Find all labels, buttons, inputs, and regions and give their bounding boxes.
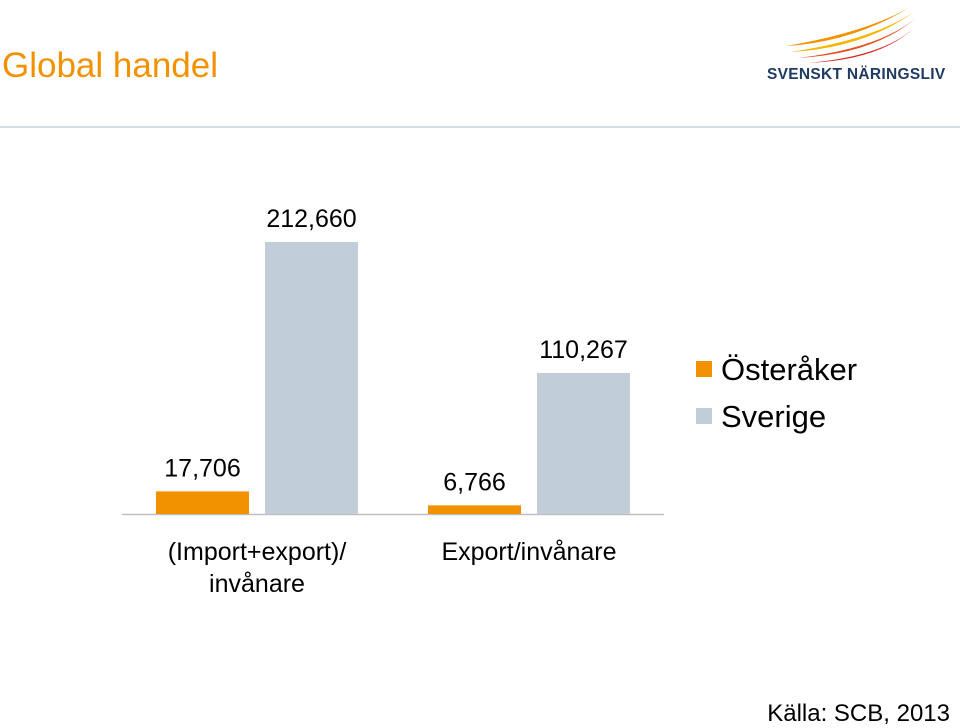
data-label-osteraker-1: 6,766 bbox=[443, 468, 506, 496]
header-divider bbox=[0, 126, 960, 128]
category-label-0-1: invånare bbox=[209, 570, 305, 598]
legend-label-sverige: Sverige bbox=[721, 399, 827, 434]
source-note: Källa: SCB, 2013 bbox=[767, 700, 950, 727]
legend-label-osteraker: Österåker bbox=[721, 352, 858, 387]
legend-swatch-sverige bbox=[696, 408, 712, 424]
data-label-sverige-0: 212,660 bbox=[266, 205, 356, 233]
category-label-0-0: (Import+export)/ bbox=[168, 538, 347, 566]
bar-osteraker-1 bbox=[428, 505, 521, 514]
data-label-sverige-1: 110,267 bbox=[539, 336, 628, 364]
legend-swatch-osteraker bbox=[696, 361, 712, 377]
bar-sverige-0 bbox=[265, 242, 358, 514]
page-title: Global handel bbox=[2, 46, 218, 85]
data-label-osteraker-0: 17,706 bbox=[164, 454, 240, 482]
bar-chart: 17,706 212,660 (Import+export)/ invånare 6,7… bbox=[122, 205, 664, 598]
bar-sverige-1 bbox=[537, 372, 630, 514]
logo-text: SVENSKT NÄRINGSLIV bbox=[767, 66, 946, 83]
category-label-1-0: Export/invånare bbox=[441, 538, 616, 566]
bar-osteraker-0 bbox=[156, 491, 249, 514]
